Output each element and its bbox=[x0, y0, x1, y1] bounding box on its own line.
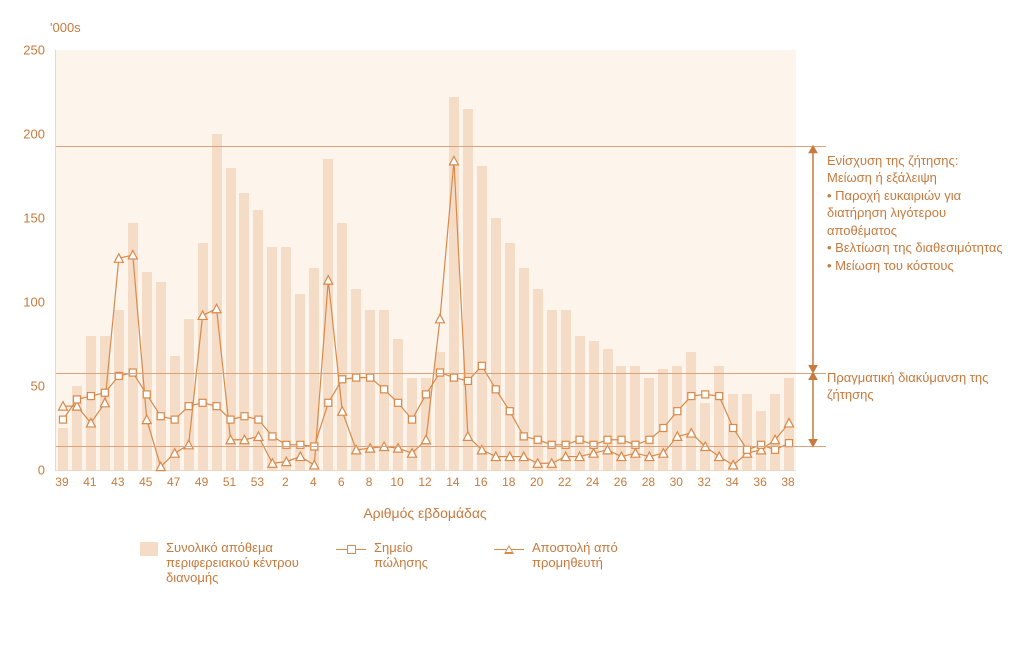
legend-item-ship: Αποστολή από προμηθευτή bbox=[494, 540, 652, 570]
x-tick: 38 bbox=[781, 475, 794, 489]
triangle-marker-icon bbox=[504, 545, 514, 554]
x-tick: 4 bbox=[310, 475, 317, 489]
reference-line bbox=[56, 146, 826, 147]
legend-swatch-bar bbox=[140, 542, 158, 556]
x-tick: 41 bbox=[83, 475, 96, 489]
x-tick: 20 bbox=[530, 475, 543, 489]
y-tick: 150 bbox=[23, 211, 45, 226]
annotation-arrows bbox=[805, 50, 1005, 470]
x-tick: 28 bbox=[642, 475, 655, 489]
x-tick: 2 bbox=[282, 475, 289, 489]
x-tick: 30 bbox=[670, 475, 683, 489]
x-tick: 12 bbox=[418, 475, 431, 489]
reference-line bbox=[56, 373, 826, 374]
x-tick: 6 bbox=[338, 475, 345, 489]
plot-area bbox=[55, 50, 796, 471]
legend-label-sales: Σημείο πώλησης bbox=[374, 540, 464, 570]
legend-label-ship: Αποστολή από προμηθευτή bbox=[532, 540, 652, 570]
legend-label-stock: Συνολικό απόθεμα περιφερειακού κέντρου δ… bbox=[166, 540, 306, 585]
reference-line bbox=[56, 446, 826, 447]
x-tick: 14 bbox=[446, 475, 459, 489]
line-layer bbox=[56, 50, 796, 470]
x-tick: 53 bbox=[251, 475, 264, 489]
x-tick: 51 bbox=[223, 475, 236, 489]
x-tick: 10 bbox=[390, 475, 403, 489]
x-tick: 34 bbox=[725, 475, 738, 489]
legend-swatch-sales bbox=[336, 542, 366, 556]
x-tick: 8 bbox=[366, 475, 373, 489]
right-annotations: Ενίσχυση της ζήτησης:Μείωση ή εξάλειψη• … bbox=[805, 50, 1005, 470]
legend-swatch-ship bbox=[494, 542, 524, 556]
y-tick: 0 bbox=[38, 463, 45, 478]
x-axis-title: Αριθμός εβδομάδας bbox=[55, 505, 795, 521]
x-tick: 18 bbox=[502, 475, 515, 489]
x-tick: 45 bbox=[139, 475, 152, 489]
y-tick: 250 bbox=[23, 43, 45, 58]
x-tick: 16 bbox=[474, 475, 487, 489]
square-marker-icon bbox=[347, 545, 356, 554]
demand-chart: '000s 050100150200250 394143454749515324… bbox=[20, 20, 1004, 639]
y-tick: 200 bbox=[23, 127, 45, 142]
x-tick: 49 bbox=[195, 475, 208, 489]
x-tick: 43 bbox=[111, 475, 124, 489]
x-tick: 24 bbox=[586, 475, 599, 489]
x-tick: 32 bbox=[698, 475, 711, 489]
x-tick: 22 bbox=[558, 475, 571, 489]
x-tick: 39 bbox=[55, 475, 68, 489]
y-axis: 050100150200250 bbox=[20, 50, 50, 470]
x-axis: 3941434547495153246810121416182022242628… bbox=[55, 475, 795, 505]
x-tick: 47 bbox=[167, 475, 180, 489]
legend: Συνολικό απόθεμα περιφερειακού κέντρου δ… bbox=[140, 540, 760, 585]
y-tick: 100 bbox=[23, 295, 45, 310]
x-tick: 36 bbox=[753, 475, 766, 489]
legend-item-sales: Σημείο πώλησης bbox=[336, 540, 464, 570]
legend-item-stock: Συνολικό απόθεμα περιφερειακού κέντρου δ… bbox=[140, 540, 306, 585]
y-tick: 50 bbox=[31, 379, 45, 394]
y-unit-label: '000s bbox=[50, 20, 81, 35]
x-tick: 26 bbox=[614, 475, 627, 489]
